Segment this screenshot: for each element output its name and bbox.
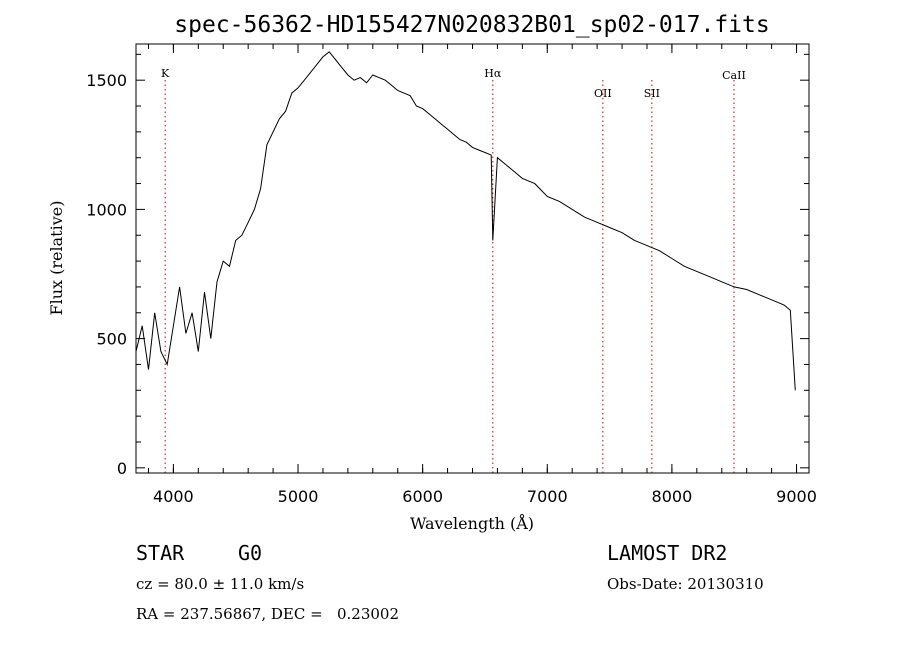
obs-date-text: Obs-Date: 20130310 xyxy=(607,575,764,593)
y-axis-label: Flux (relative) xyxy=(47,201,66,316)
x-tick-label: 5000 xyxy=(278,487,319,506)
plot-frame xyxy=(135,43,810,474)
x-tick-label: 9000 xyxy=(776,487,817,506)
x-axis: 4000 5000 6000 7000 8000 9000 xyxy=(147,44,817,506)
marker-label: CaII xyxy=(722,69,746,82)
y-tick-label: 500 xyxy=(96,330,127,349)
survey-label: LAMOST DR2 xyxy=(607,541,728,565)
marker-label: K xyxy=(161,67,170,80)
x-tick-label: 7000 xyxy=(527,487,568,506)
spectrum-line xyxy=(135,51,796,391)
x-axis-label: Wavelength (Å) xyxy=(410,513,534,533)
y-tick-label: 1500 xyxy=(86,71,127,90)
cz-text: cz = 80.0 ± 11.0 km/s xyxy=(136,575,305,593)
marker-label: Hα xyxy=(484,67,502,80)
y-tick-label: 1000 xyxy=(86,200,127,219)
x-tick-label: 4000 xyxy=(153,487,194,506)
class-label: STAR xyxy=(136,541,185,565)
subclass-label: G0 xyxy=(238,541,263,565)
marker-label: SII xyxy=(644,87,660,100)
y-axis: 0 500 1000 1500 xyxy=(86,53,809,478)
coords-text: RA = 237.56867, DEC = 0.23002 xyxy=(136,605,400,623)
x-tick-label: 6000 xyxy=(402,487,443,506)
marker-label: OII xyxy=(594,87,612,100)
x-tick-label: 8000 xyxy=(652,487,693,506)
chart-title: spec-56362-HD155427N020832B01_sp02-017.f… xyxy=(174,12,769,38)
marker-lines: K Hα OII SII CaII xyxy=(161,67,746,473)
y-tick-label: 0 xyxy=(117,459,127,478)
